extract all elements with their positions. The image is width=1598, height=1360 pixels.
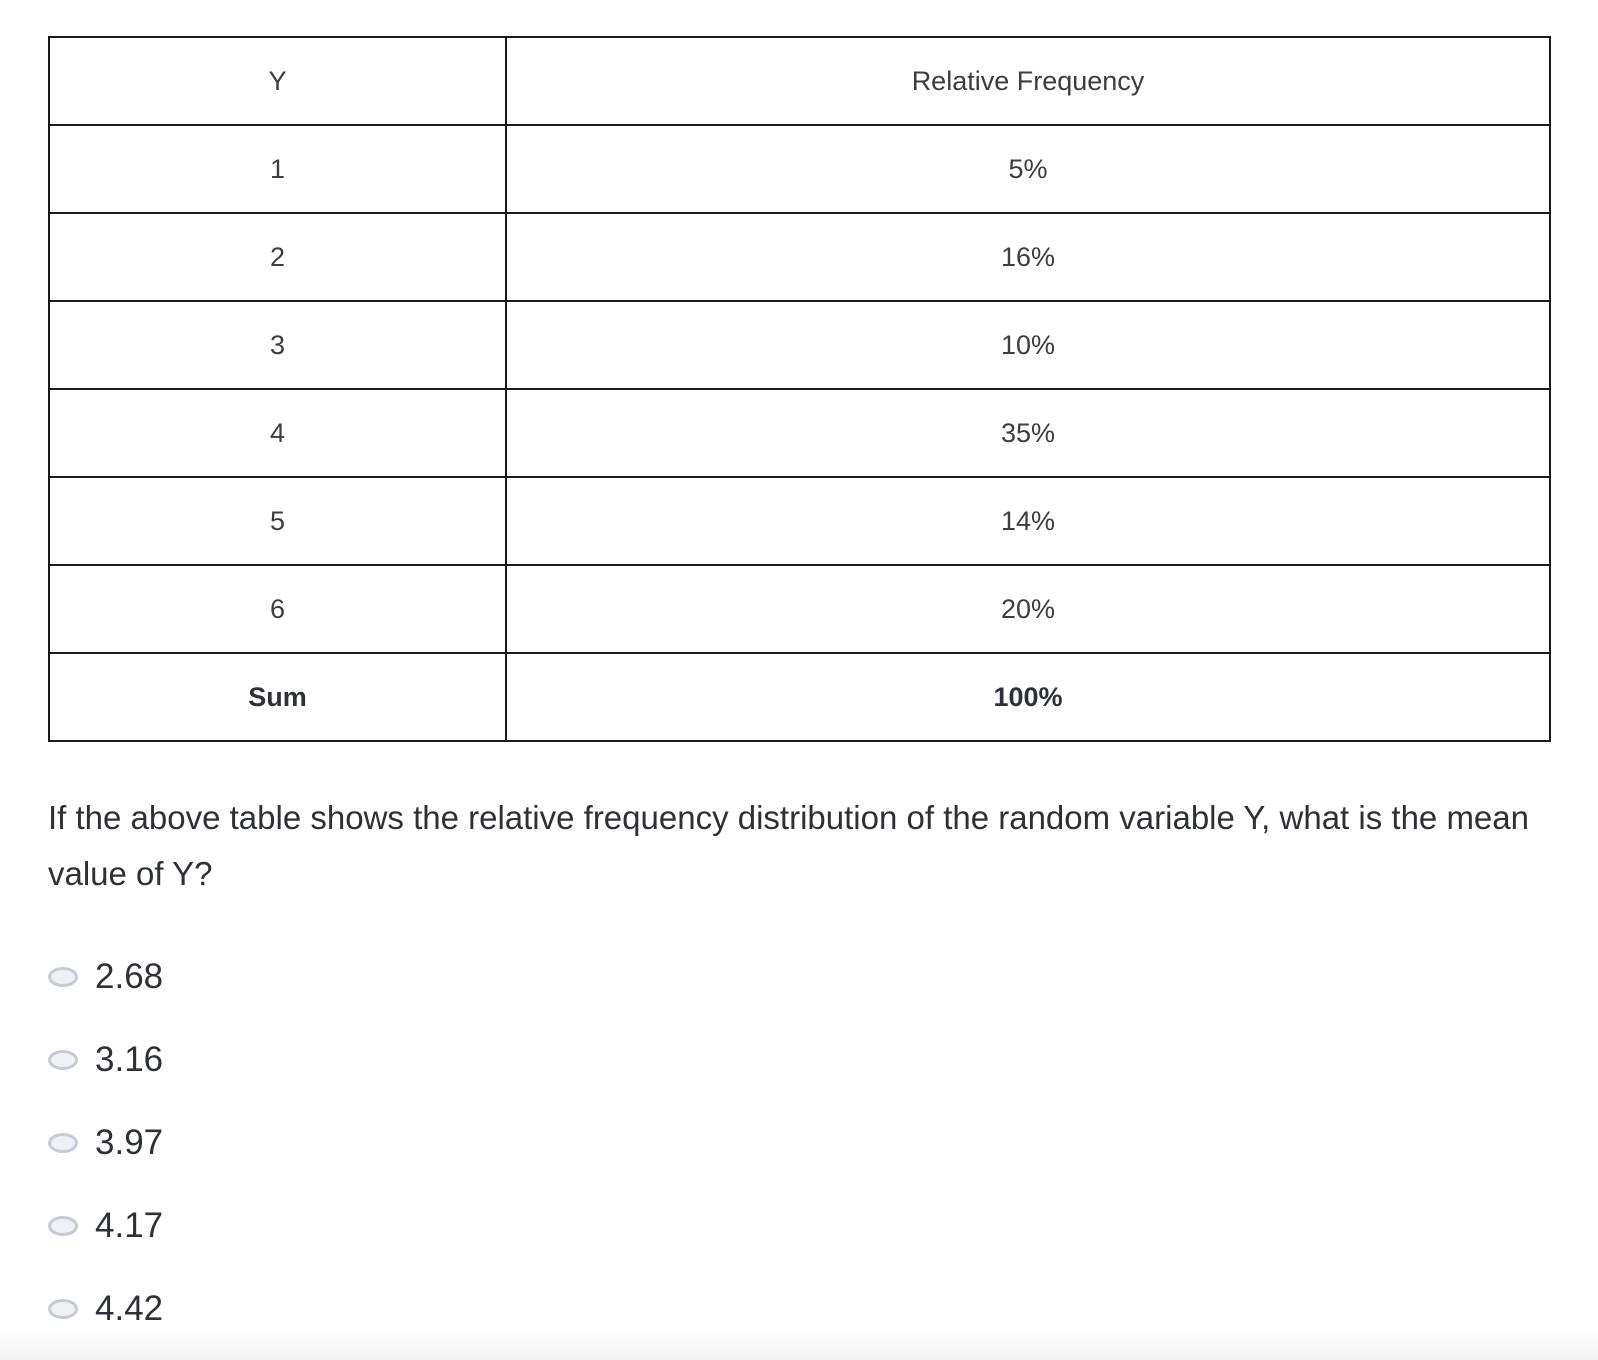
option-2-68[interactable]: 2.68 [48,935,163,1018]
option-label: 4.17 [95,1205,164,1245]
option-3-97[interactable]: 3.97 [48,1101,163,1184]
option-label: 3.97 [95,1122,164,1162]
header-y: Y [48,36,507,126]
cell-y: 4 [48,388,507,478]
question-text: If the above table shows the relative fr… [48,799,1529,892]
sum-label: Sum [48,652,507,742]
header-relative-frequency: Relative Frequency [505,36,1551,126]
cell-y: 3 [48,300,507,390]
radio-button-icon[interactable] [48,1298,78,1319]
table-row: 4 35% [48,388,1551,478]
cell-frequency: 5% [505,124,1551,214]
option-3-16[interactable]: 3.16 [48,1018,163,1101]
sum-value: 100% [505,652,1551,742]
cell-y: 1 [48,124,507,214]
option-label: 4.42 [95,1288,164,1328]
cell-frequency: 35% [505,388,1551,478]
radio-button-icon[interactable] [48,966,78,987]
radio-button-icon[interactable] [48,1132,78,1153]
table-row: 2 16% [48,212,1551,302]
cell-frequency: 20% [505,564,1551,654]
cell-y: 2 [48,212,507,302]
cell-frequency: 14% [505,476,1551,566]
table-row: 6 20% [48,564,1551,654]
option-label: 3.16 [95,1039,164,1079]
cell-y: 5 [48,476,507,566]
answer-options: 2.68 3.16 3.97 4.17 4.42 [48,935,163,1350]
table-row: 5 14% [48,476,1551,566]
option-label: 2.68 [95,956,164,996]
radio-button-icon[interactable] [48,1049,78,1070]
cell-y: 6 [48,564,507,654]
cell-frequency: 10% [505,300,1551,390]
table-row: 3 10% [48,300,1551,390]
option-4-42[interactable]: 4.42 [48,1267,163,1350]
cell-frequency: 16% [505,212,1551,302]
table-header-row: Y Relative Frequency [48,36,1551,126]
footer-shade [0,1330,1598,1360]
frequency-table: Y Relative Frequency 1 5% 2 16% 3 10% 4 35% … [48,36,1551,742]
radio-button-icon[interactable] [48,1215,78,1236]
table-row: 1 5% [48,124,1551,214]
sum-row: Sum 100% [48,652,1551,742]
option-4-17[interactable]: 4.17 [48,1184,163,1267]
